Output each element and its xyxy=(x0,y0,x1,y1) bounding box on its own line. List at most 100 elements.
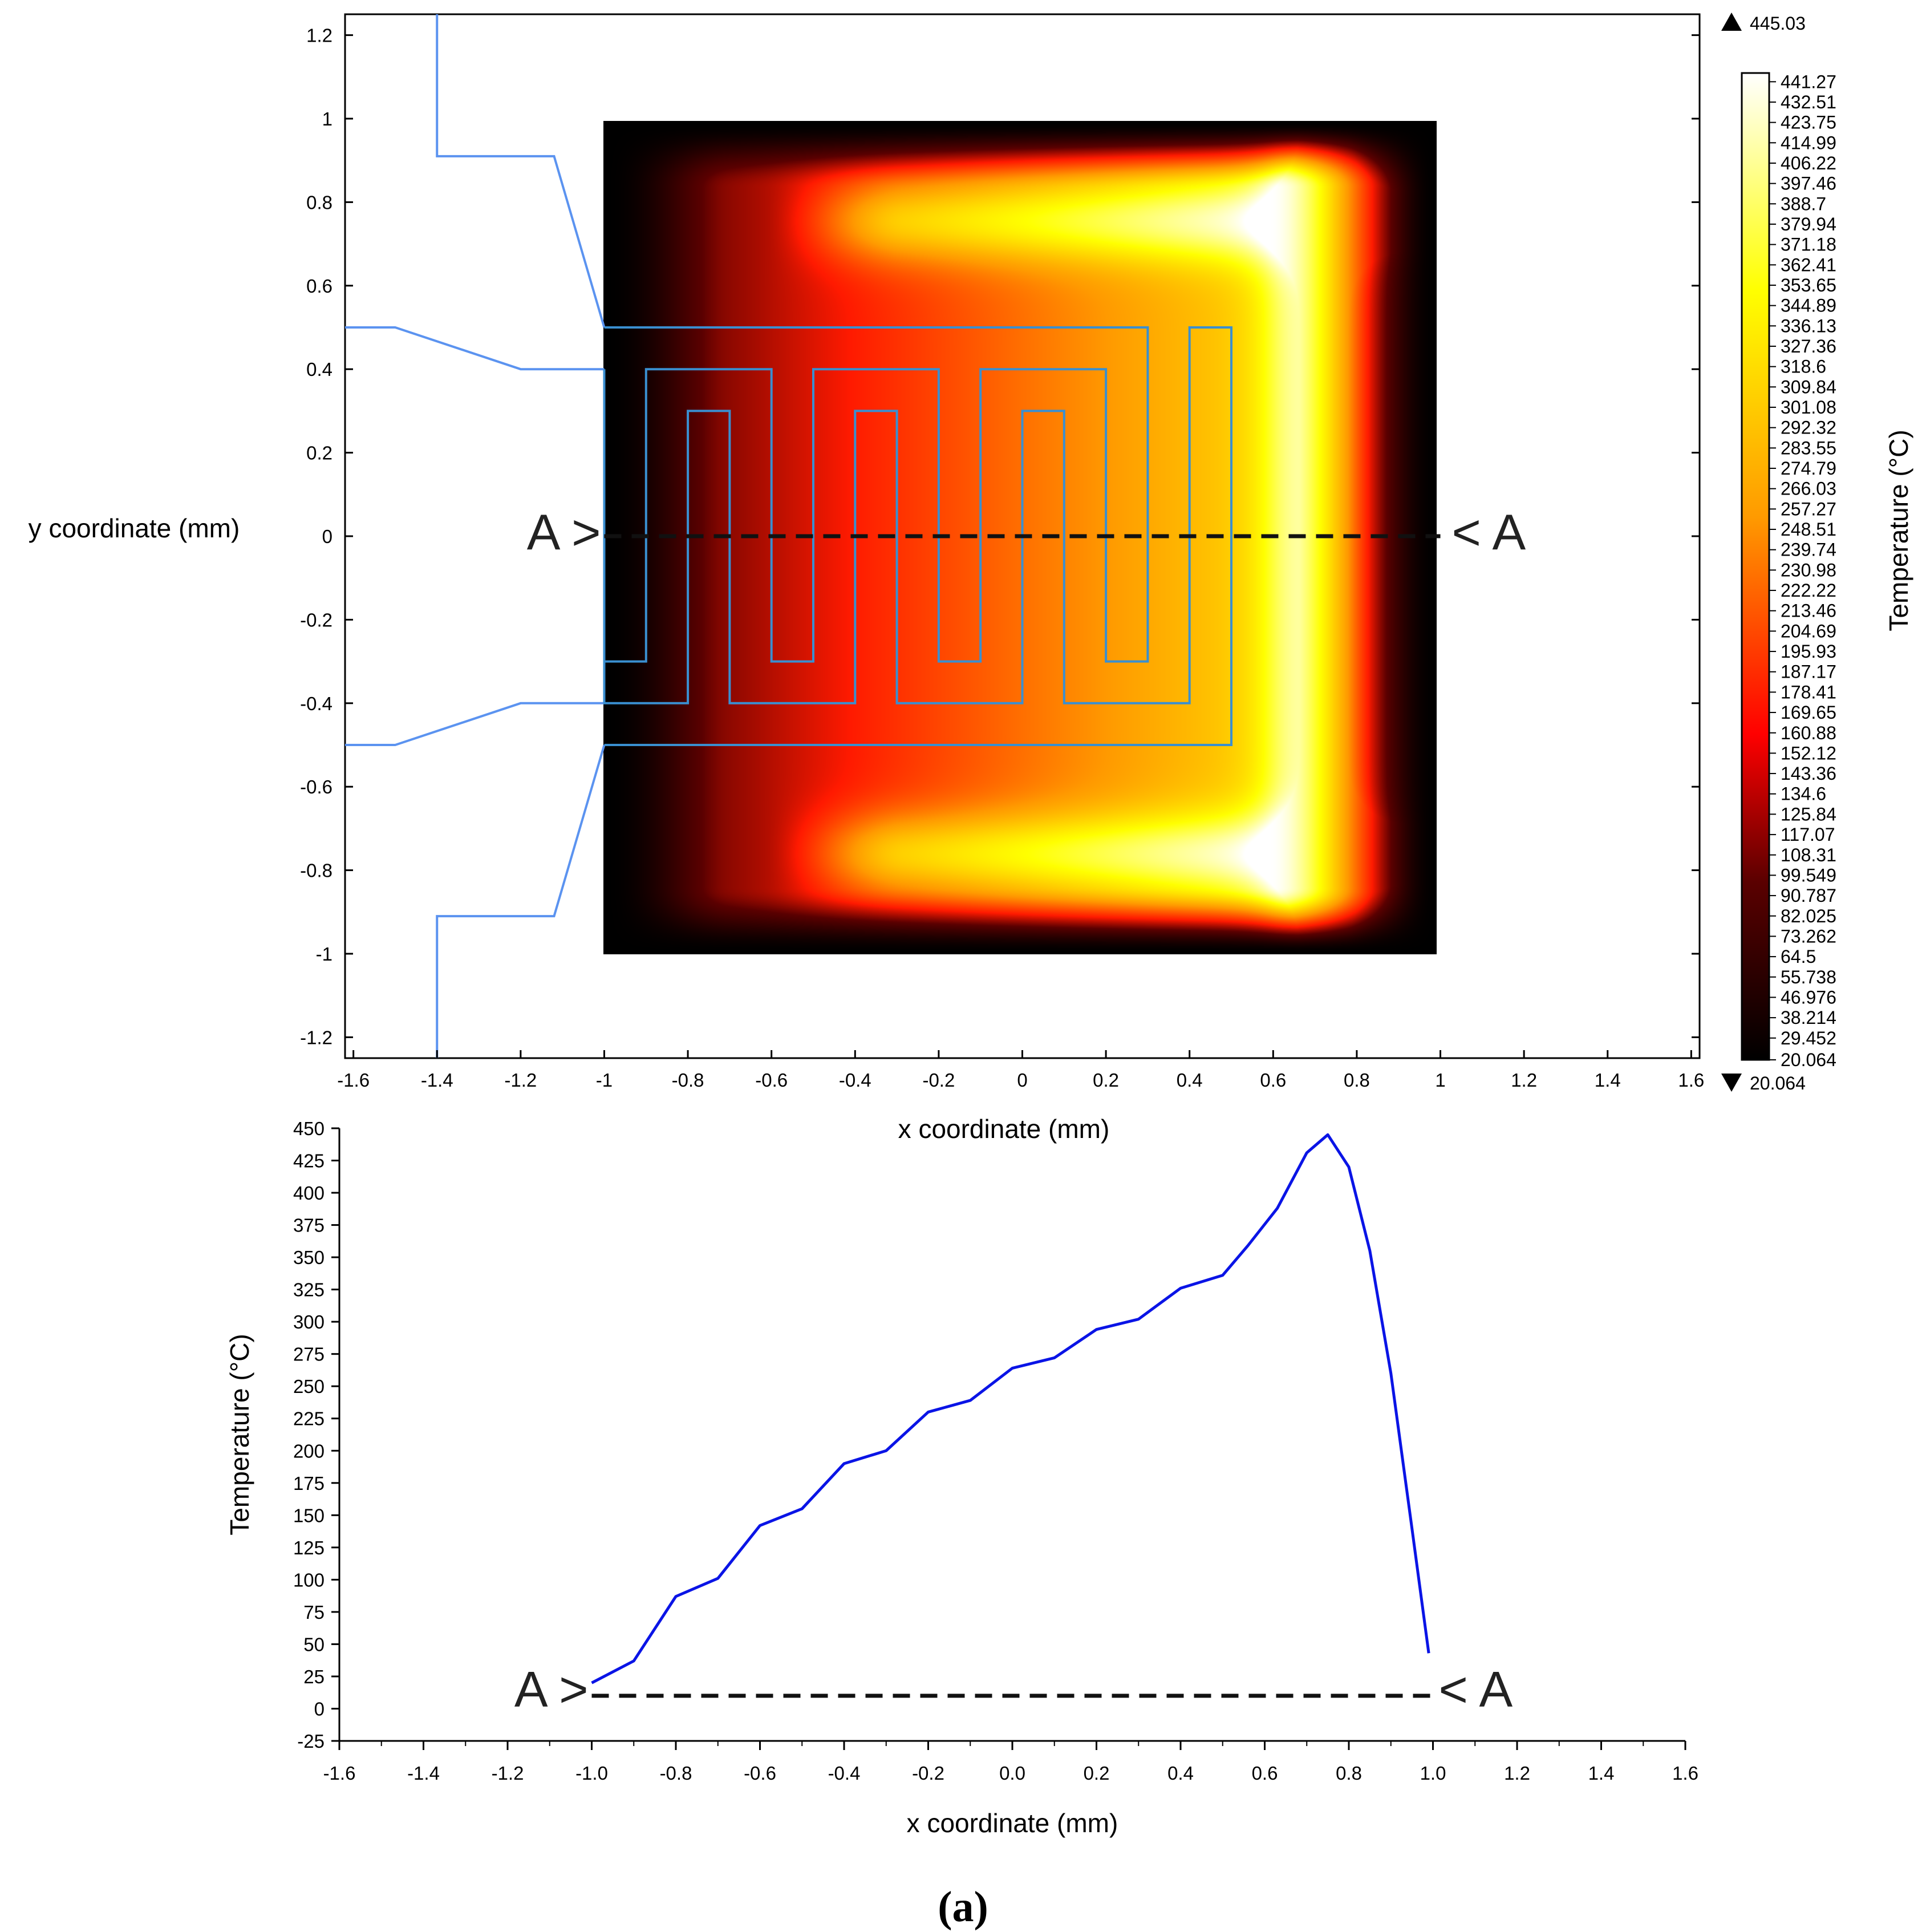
top-y-tick-label: -0.6 xyxy=(300,776,333,797)
colorbar-tick-label: 239.74 xyxy=(1781,540,1836,560)
colorbar-tick-label: 379.94 xyxy=(1781,214,1836,234)
top-x-axis-label: x coordinate (mm) xyxy=(898,1114,1110,1144)
lead-line-3 xyxy=(345,702,605,746)
top-x-tick-label: -1.4 xyxy=(421,1070,453,1091)
colorbar-tick-label: 257.27 xyxy=(1781,499,1836,519)
bottom-y-tick-label: 300 xyxy=(293,1311,325,1332)
cut-line-start-label: A > xyxy=(527,504,601,560)
colorbar-tick-label: 143.36 xyxy=(1781,763,1836,784)
colorbar-tick-label: 195.93 xyxy=(1781,641,1836,662)
caption-text: (a) xyxy=(938,1883,988,1931)
heater-electrode-traces xyxy=(603,326,1233,746)
colorbar-tick-label: 29.452 xyxy=(1781,1028,1836,1048)
bottom-y-tick-label: 200 xyxy=(293,1440,325,1461)
top-x-tick-label: 0.8 xyxy=(1344,1070,1370,1091)
bottom-y-tick-label: -25 xyxy=(297,1731,325,1752)
colorbar-tick-label: 152.12 xyxy=(1781,743,1836,763)
colorbar-tick-label: 134.6 xyxy=(1781,784,1826,804)
profile-cut-line-start-label: A > xyxy=(514,1661,589,1718)
figure-caption: (a) xyxy=(0,1882,1926,1932)
top-x-axis-ticks: -1.6 -1.4 -1.2 -1 -0.8 -0.6 -0.4 -0.2 0 0.2 0.4 0.6… xyxy=(337,1050,1704,1091)
bottom-x-tick-label: 1.4 xyxy=(1588,1763,1615,1784)
temperature-profile-line xyxy=(591,1133,1430,1684)
top-y-tick-label: -1 xyxy=(316,943,333,965)
colorbar-min-label: 20.064 xyxy=(1750,1073,1806,1093)
temperature-profile-plot: -1.6 -1.4 -1.2 -1.0 -0.8 -0.6 -0.4 -0.2 0.0 0.2 0.… xyxy=(225,1118,1698,1838)
bottom-x-tick-label: 1.6 xyxy=(1672,1763,1698,1784)
bottom-y-tick-label: 225 xyxy=(293,1408,325,1429)
top-y-tick-label: 1.2 xyxy=(306,25,333,46)
top-y-tick-label: 0.2 xyxy=(306,443,333,464)
top-x-tick-label: 0 xyxy=(1017,1070,1027,1091)
bottom-x-tick-label: -1.2 xyxy=(492,1763,524,1784)
bottom-x-tick-label: 0.2 xyxy=(1084,1763,1110,1784)
colorbar-tick-label: 432.51 xyxy=(1781,92,1836,112)
bottom-y-tick-label: 400 xyxy=(293,1182,325,1204)
bottom-x-tick-label: 0.6 xyxy=(1252,1763,1278,1784)
colorbar-tick-label: 20.064 xyxy=(1781,1050,1836,1070)
colorbar-tick-label: 371.18 xyxy=(1781,234,1836,255)
lead-line-2 xyxy=(345,326,605,371)
colorbar-tick-label: 108.31 xyxy=(1781,845,1836,865)
colorbar-tick-label: 388.7 xyxy=(1781,193,1826,214)
top-x-tick-label: -0.8 xyxy=(672,1070,704,1091)
top-x-tick-label: -1 xyxy=(596,1070,613,1091)
bottom-y-axis-label: Temperature (°C) xyxy=(225,1334,254,1535)
bottom-y-axis-ticks: 4504254003753503253002752502252001751501… xyxy=(293,1118,339,1752)
top-x-tick-label: -0.2 xyxy=(922,1070,955,1091)
colorbar-tick-label: 318.6 xyxy=(1781,357,1826,377)
colorbar-max-arrow-icon xyxy=(1721,13,1742,31)
colorbar-tick-label: 353.65 xyxy=(1781,275,1836,295)
colorbar-tick-label: 283.55 xyxy=(1781,438,1836,458)
bottom-x-tick-label: 1.0 xyxy=(1420,1763,1446,1784)
top-x-tick-label: 1.6 xyxy=(1678,1070,1704,1091)
top-y-tick-label: 0 xyxy=(322,526,333,547)
top-x-tick-label: -0.4 xyxy=(839,1070,871,1091)
colorbar-tick-label: 397.46 xyxy=(1781,173,1836,194)
colorbar-tick-label: 309.84 xyxy=(1781,376,1836,397)
colorbar-min-arrow-icon xyxy=(1721,1074,1742,1092)
bottom-y-tick-label: 75 xyxy=(303,1602,325,1623)
bottom-x-tick-label: -0.4 xyxy=(828,1763,861,1784)
bottom-y-tick-label: 325 xyxy=(293,1279,325,1301)
bottom-x-tick-label: 1.2 xyxy=(1504,1763,1530,1784)
colorbar-tick-label: 441.27 xyxy=(1781,71,1836,92)
top-y-tick-label: -0.2 xyxy=(300,609,333,630)
top-x-tick-label: 1 xyxy=(1435,1070,1445,1091)
temperature-map-plot: A > < A -1.6 -1.4 -1.2 -1 -0.8 -0.6 -0.4 -0.2 0 0… xyxy=(29,13,1704,1144)
colorbar-tick-label: 301.08 xyxy=(1781,397,1836,418)
colorbar-tick-label: 344.89 xyxy=(1781,295,1836,316)
colorbar-tick-label: 38.214 xyxy=(1781,1007,1836,1028)
colorbar-tick-label: 160.88 xyxy=(1781,723,1836,743)
colorbar-tick-label: 230.98 xyxy=(1781,560,1836,580)
bottom-y-tick-label: 150 xyxy=(293,1505,325,1526)
colorbar-tick-label: 73.262 xyxy=(1781,926,1836,946)
colorbar-tick-label: 222.22 xyxy=(1781,580,1836,601)
bottom-x-tick-label: -0.2 xyxy=(912,1763,944,1784)
colorbar-max-label: 445.03 xyxy=(1750,13,1806,34)
bottom-y-tick-label: 50 xyxy=(303,1634,325,1655)
colorbar-tick-label: 169.65 xyxy=(1781,702,1836,723)
bottom-x-axis-ticks: -1.6 -1.4 -1.2 -1.0 -0.8 -0.6 -0.4 -0.2 0.0 0.2 0.… xyxy=(323,1741,1698,1784)
top-x-tick-label: 0.4 xyxy=(1177,1070,1203,1091)
bottom-y-tick-label: 250 xyxy=(293,1376,325,1397)
bottom-y-tick-label: 275 xyxy=(293,1344,325,1365)
colorbar-tick-label: 248.51 xyxy=(1781,519,1836,540)
bottom-y-tick-label: 125 xyxy=(293,1537,325,1558)
bottom-x-tick-label: -1.0 xyxy=(575,1763,608,1784)
colorbar-tick-label: 362.41 xyxy=(1781,254,1836,275)
top-x-tick-label: -0.6 xyxy=(755,1070,788,1091)
bottom-y-tick-label: 25 xyxy=(303,1666,325,1687)
colorbar-tick-label: 336.13 xyxy=(1781,315,1836,336)
top-y-axis-ticks: 1.2 1 0.8 0.6 0.4 0.2 0 -0.2 -0.4 -0.6 -0.8 -1 -1.2 xyxy=(300,25,1700,1048)
top-x-tick-label: 1.4 xyxy=(1595,1070,1621,1091)
colorbar-tick-label: 46.976 xyxy=(1781,987,1836,1007)
bottom-x-tick-label: -0.6 xyxy=(744,1763,776,1784)
bottom-y-tick-label: 425 xyxy=(293,1151,325,1172)
colorbar-tick-label: 274.79 xyxy=(1781,458,1836,479)
top-x-tick-label: -1.2 xyxy=(504,1070,537,1091)
top-x-tick-label: 0.6 xyxy=(1260,1070,1286,1091)
colorbar-tick-label: 64.5 xyxy=(1781,946,1816,967)
colorbar-tick-label: 406.22 xyxy=(1781,153,1836,173)
colorbar: 441.27432.51423.75414.99406.22397.46388.… xyxy=(1721,13,1913,1093)
